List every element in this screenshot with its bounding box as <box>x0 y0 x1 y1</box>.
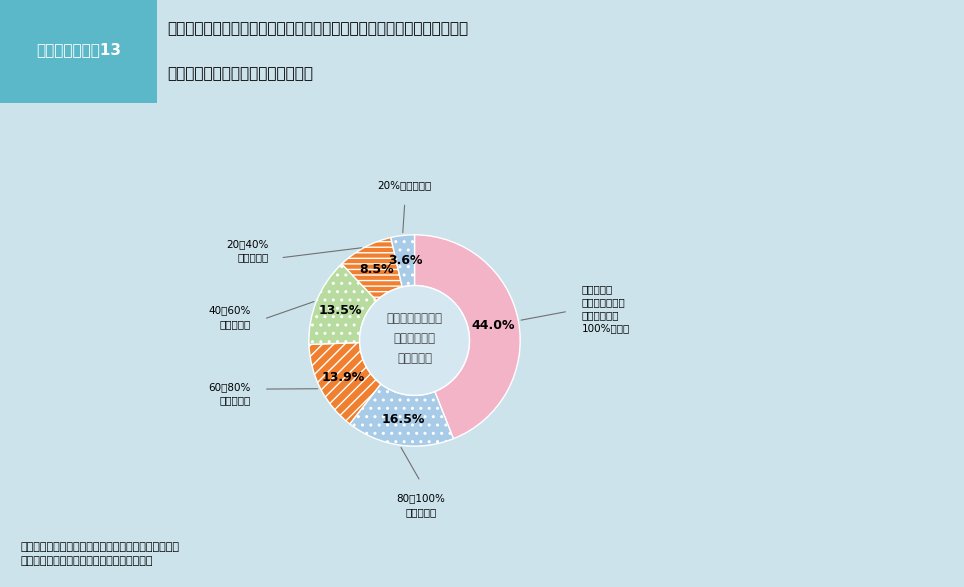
Text: 20～40%
未満の世帯: 20～40% 未満の世帯 <box>227 239 269 262</box>
Text: 44.0%: 44.0% <box>471 319 515 332</box>
Text: 3.6%: 3.6% <box>388 254 422 267</box>
Wedge shape <box>308 264 377 345</box>
Text: 80～100%
未満の世帯: 80～100% 未満の世帯 <box>396 494 445 517</box>
Text: 13.9%: 13.9% <box>321 370 364 384</box>
Text: 資料：厚生労働省「国民生活基礎調査」（令和４年）
　（同調査における令和３年１年間の所得）: 資料：厚生労働省「国民生活基礎調査」（令和４年） （同調査における令和３年１年間… <box>20 542 179 566</box>
Wedge shape <box>350 384 453 446</box>
Text: 60～80%
未満の世帯: 60～80% 未満の世帯 <box>208 382 251 405</box>
Text: 13.5%: 13.5% <box>318 303 362 317</box>
Text: 20%未満の世帯: 20%未満の世帯 <box>377 180 431 190</box>
Wedge shape <box>415 235 521 438</box>
Text: 16.5%: 16.5% <box>382 413 425 427</box>
Wedge shape <box>341 238 402 301</box>
Wedge shape <box>308 343 381 424</box>
Text: 公的年金・恩給を受給している高齢者世帯における公的年金・恩給の総所: 公的年金・恩給を受給している高齢者世帯における公的年金・恩給の総所 <box>167 21 468 36</box>
Text: 公的年金・恩給を
受給している
高齢者世帯: 公的年金・恩給を 受給している 高齢者世帯 <box>387 312 442 365</box>
Text: 8.5%: 8.5% <box>360 263 394 276</box>
Text: 得に占める割合別世帯数の構成割合: 得に占める割合別世帯数の構成割合 <box>167 66 312 82</box>
FancyBboxPatch shape <box>0 0 157 103</box>
Text: 公的年金・
恩給の総所得に
占める割合が
100%の世帯: 公的年金・ 恩給の総所得に 占める割合が 100%の世帯 <box>581 284 629 333</box>
Wedge shape <box>390 235 415 287</box>
Circle shape <box>360 285 469 396</box>
Text: 図１－２－１－13: 図１－２－１－13 <box>36 42 121 57</box>
Text: 40～60%
未満の世帯: 40～60% 未満の世帯 <box>208 306 251 329</box>
